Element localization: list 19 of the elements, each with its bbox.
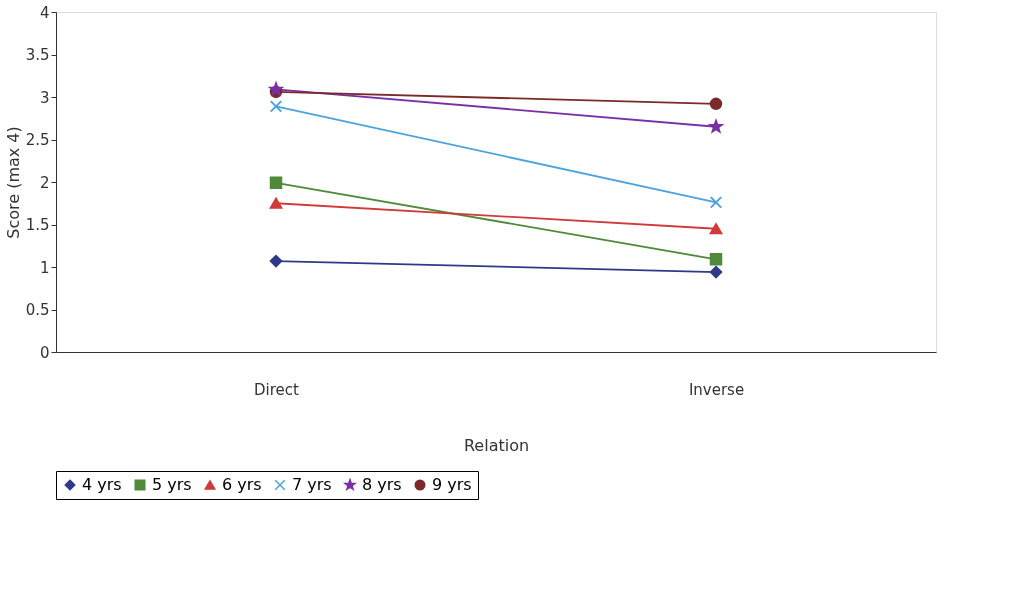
y-tick-label: 4	[39, 3, 50, 22]
legend-label: 6 yrs	[222, 475, 262, 494]
x-axis-title: Relation	[463, 435, 530, 455]
x-tick-label: Inverse	[688, 380, 745, 399]
y-tick-label: 0.5	[25, 301, 50, 319]
legend-label: 8 yrs	[362, 475, 402, 494]
y-tick-label: 2.5	[25, 131, 50, 149]
y-tick-label: 3	[39, 88, 50, 107]
legend-label: 7 yrs	[292, 475, 332, 494]
y-axis-title: Score (max 4)	[3, 126, 23, 239]
legend-label: 4 yrs	[82, 475, 122, 494]
y-tick-label: 2	[39, 173, 50, 192]
y-tick-label: 1.5	[25, 216, 50, 234]
legend-label: 9 yrs	[432, 475, 472, 494]
y-tick-label: 3.5	[25, 46, 50, 64]
x-tick-label: Direct	[254, 380, 300, 399]
legend-label: 5 yrs	[152, 475, 192, 494]
y-tick-label: 1	[39, 258, 50, 277]
y-tick-label: 0	[39, 343, 50, 362]
